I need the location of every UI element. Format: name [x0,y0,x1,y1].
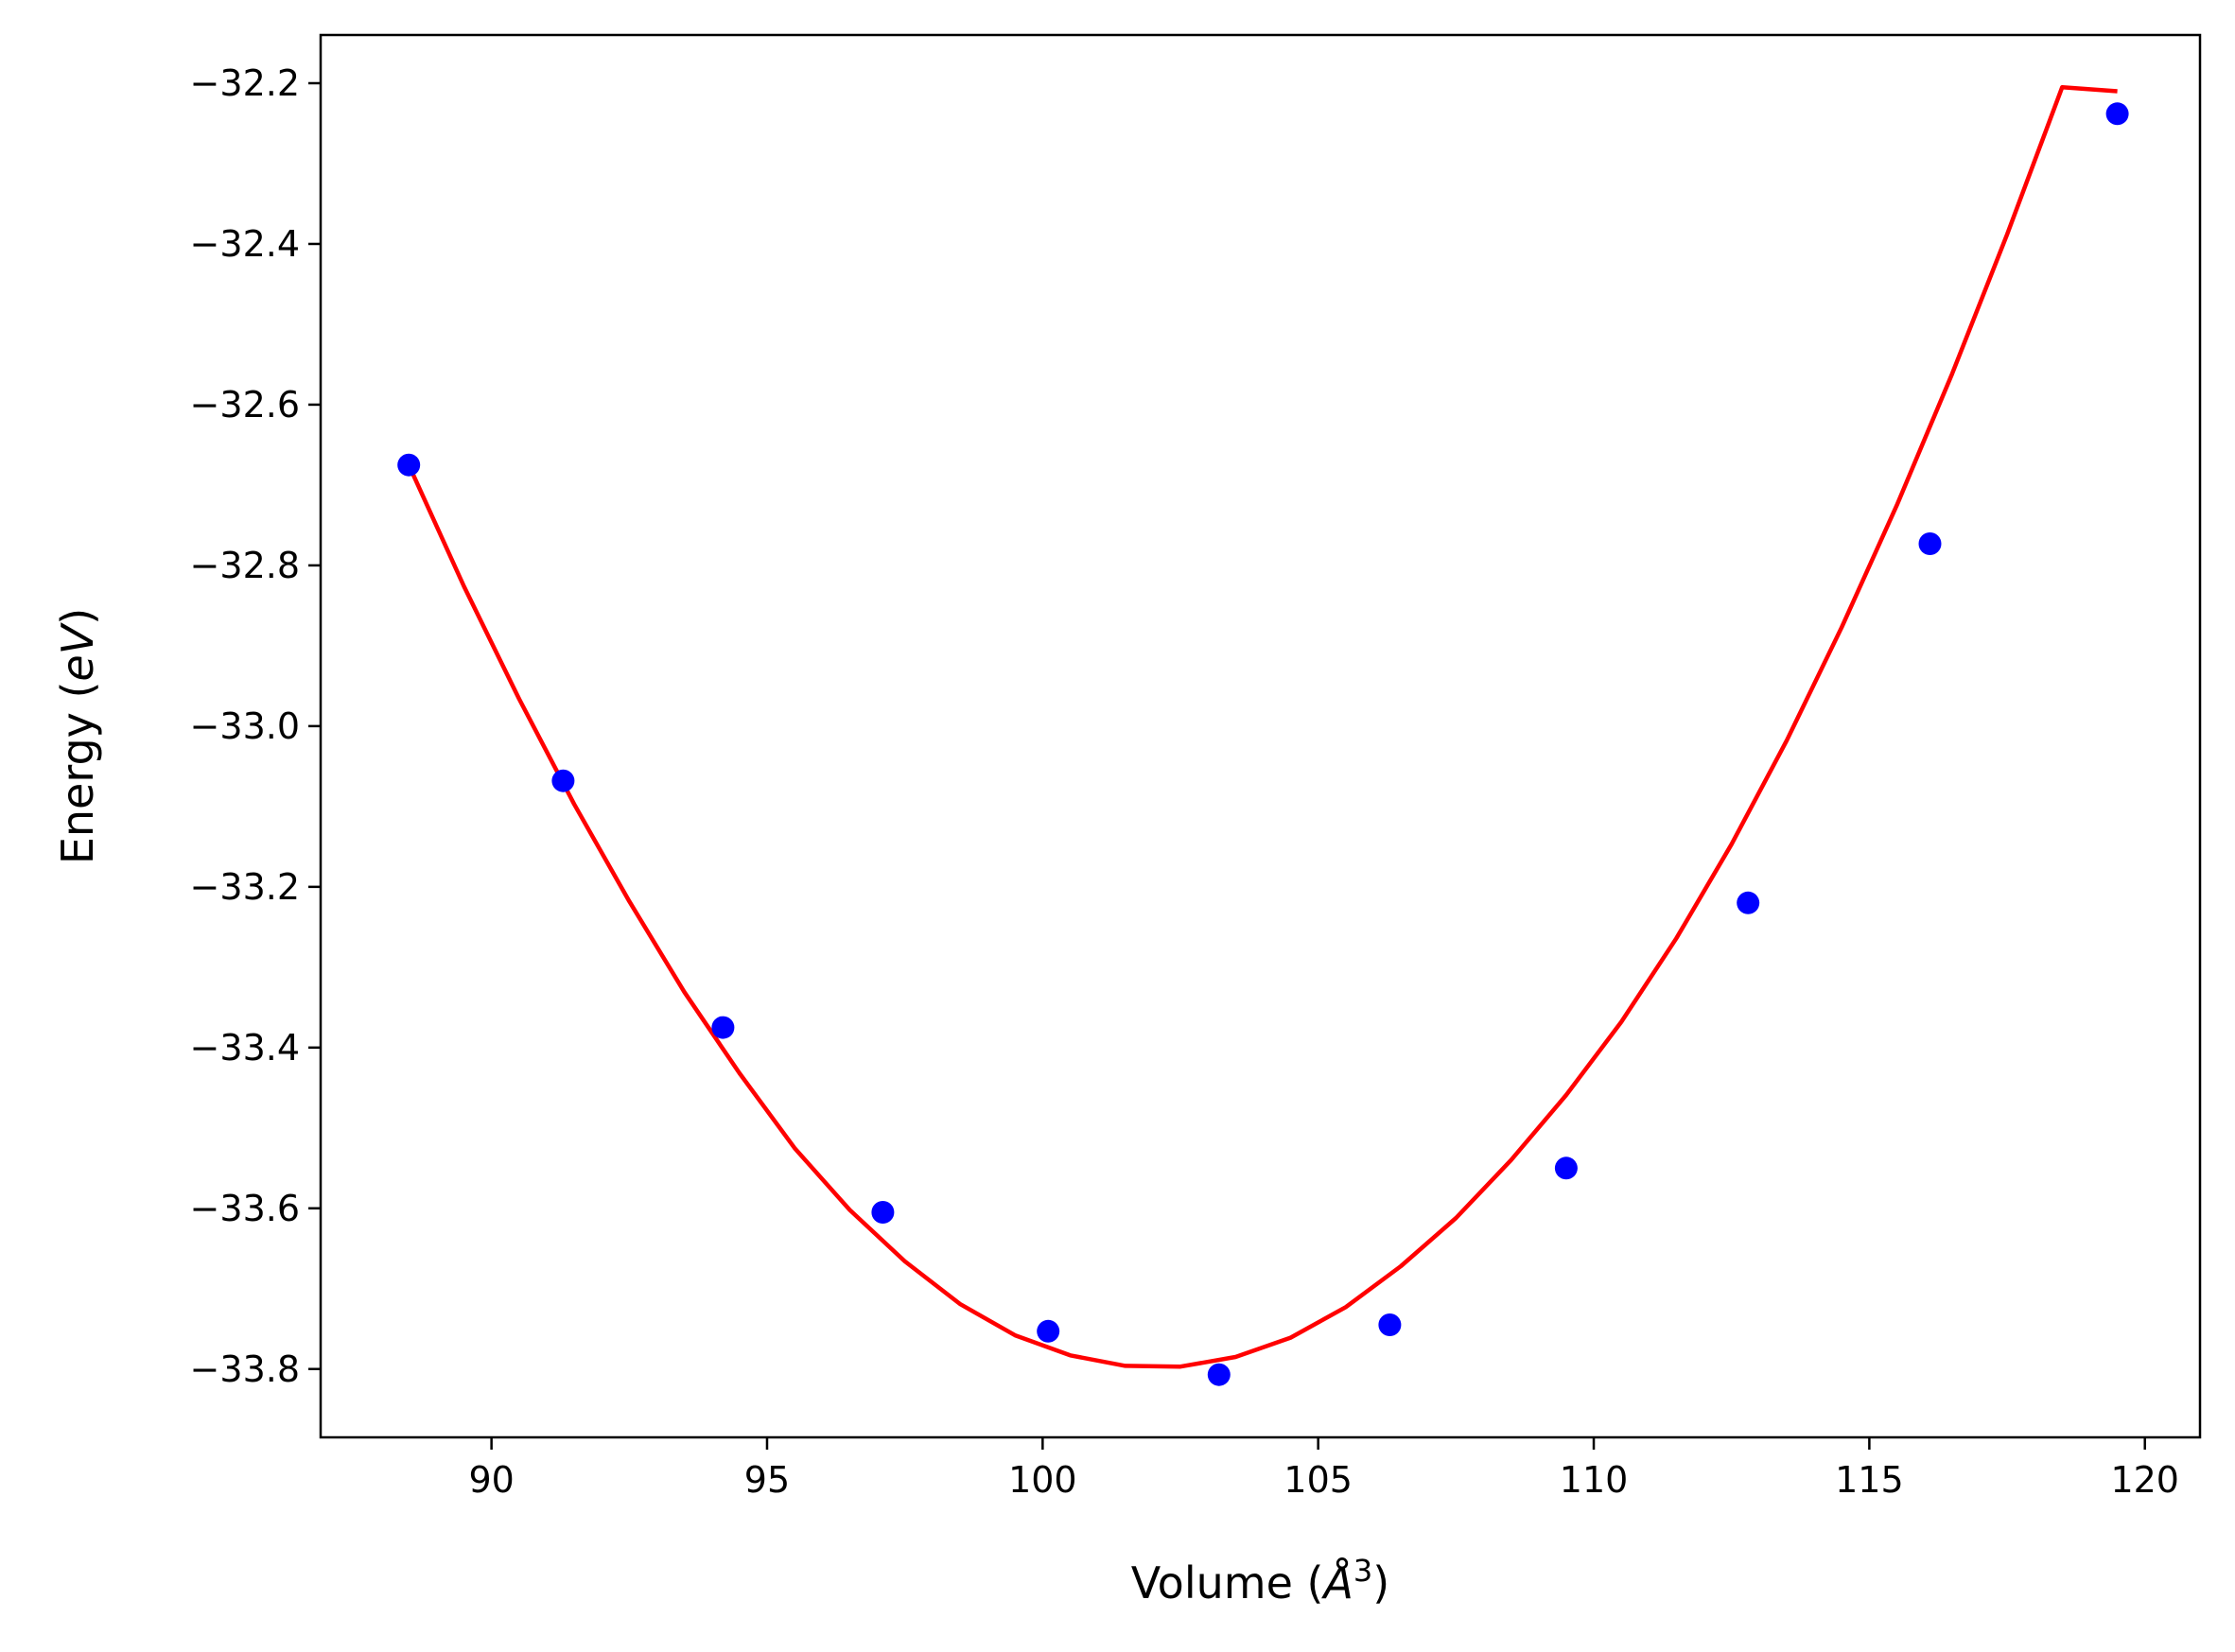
data-point [397,453,421,477]
y-tick-label: −33.6 [190,1188,300,1229]
data-point [1918,532,1942,555]
y-tick-label: −33.2 [190,866,300,908]
data-point [551,769,575,792]
y-tick-label: −32.2 [190,62,300,104]
data-point [711,1016,735,1039]
data-point [871,1201,895,1224]
y-tick-label: −33.4 [190,1027,300,1069]
data-points-layer [397,102,2129,1386]
x-axis-ticks: 90 95 100 105 110 115 120 [468,1437,2179,1501]
data-point [1737,891,1760,914]
y-tick-label: −33.8 [190,1348,300,1390]
y-tick-label: −32.8 [190,545,300,586]
y-axis-label-prefix: Energy ( [52,682,103,865]
data-point [1037,1319,1060,1343]
x-axis-label-suffix: ) [1372,1557,1389,1609]
x-tick-label: 90 [468,1459,514,1501]
data-point [1378,1313,1402,1336]
y-tick-label: −32.4 [190,223,300,265]
data-point [1207,1363,1231,1386]
data-point [1554,1156,1578,1180]
x-axis-label-symbol: Å [1320,1557,1353,1609]
fit-curve-line [407,84,2118,1369]
y-tick-label: −33.0 [190,705,300,747]
y-axis-ticks: −33.8 −33.6 −33.4 −33.2 −33.0 −32.8 −32.6 −32.4… [190,62,321,1390]
x-tick-label: 115 [1835,1459,1904,1501]
x-tick-label: 105 [1283,1459,1353,1501]
axes-frame [319,33,2202,1439]
data-point [2105,102,2129,126]
fit-curve-layer [407,84,2118,1369]
x-axis-label: Volume (Å3) [1131,1553,1389,1609]
x-tick-label: 100 [1008,1459,1077,1501]
x-tick-label: 120 [2110,1459,2179,1501]
x-axis-label-prefix: Volume ( [1131,1557,1324,1609]
y-axis-label: Energy (eV) [52,608,103,864]
x-axis-label-superscript: 3 [1353,1553,1372,1589]
y-axis-label-symbol: eV [52,621,103,681]
x-tick-label: 110 [1560,1459,1629,1501]
y-axis-label-suffix: ) [52,608,103,625]
y-tick-label: −32.6 [190,384,300,426]
x-tick-label: 95 [744,1459,790,1501]
